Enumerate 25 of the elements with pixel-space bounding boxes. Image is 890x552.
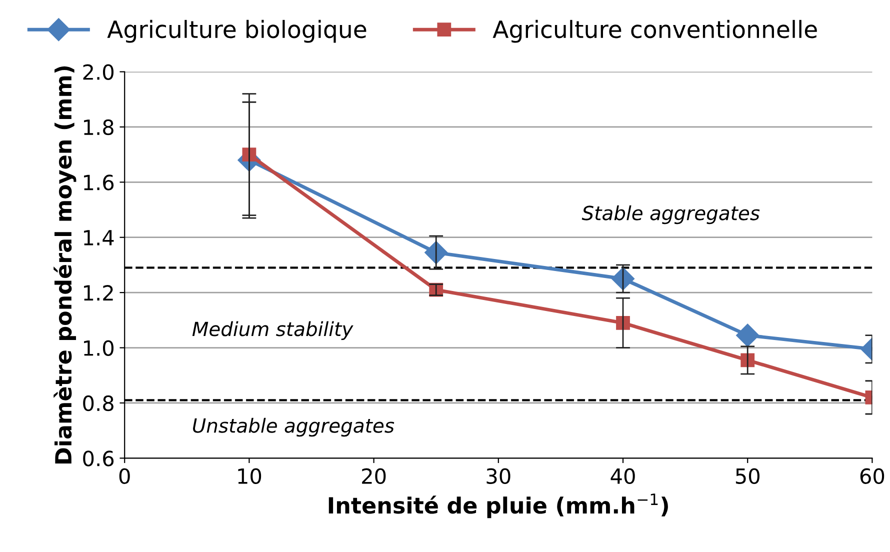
annotation: Unstable aggregates (193, 418, 394, 437)
y-tick-label: 1.2 (84, 285, 113, 300)
point (736, 324, 760, 347)
point (616, 316, 630, 330)
x-tick-label: 0 (119, 468, 130, 484)
y-tick-label: 0.8 (83, 395, 114, 412)
annotation: Medium stability (192, 321, 354, 340)
y-tick-label: 1.4 (84, 230, 114, 246)
x-axis-title: Intensité de pluie (mm.h$^{−1}$) (328, 494, 668, 518)
x-tick-label: 10 (238, 468, 262, 484)
annotation: Stable aggregates (582, 205, 760, 224)
x-tick-label: 20 (362, 468, 386, 484)
y-tick-label: 2.0 (83, 64, 114, 80)
x-tick-label: 50 (736, 468, 760, 484)
legend-label: Agriculture biologique (107, 20, 366, 43)
x-tick-label: 60 (860, 468, 884, 484)
y-tick-label: 1.6 (84, 174, 114, 190)
y-axis-title: Diamètre pondéral moyen (mm) (54, 66, 76, 464)
x-tick-label: 40 (610, 468, 635, 484)
y-tick-label: 0.6 (83, 450, 114, 466)
point (612, 267, 634, 290)
y-tick-label: 1.0 (84, 340, 114, 356)
x-tick-label: 30 (486, 468, 510, 484)
y-tick-label: 1.8 (84, 119, 114, 136)
legend-label: Agriculture conventionnelle (492, 20, 817, 43)
